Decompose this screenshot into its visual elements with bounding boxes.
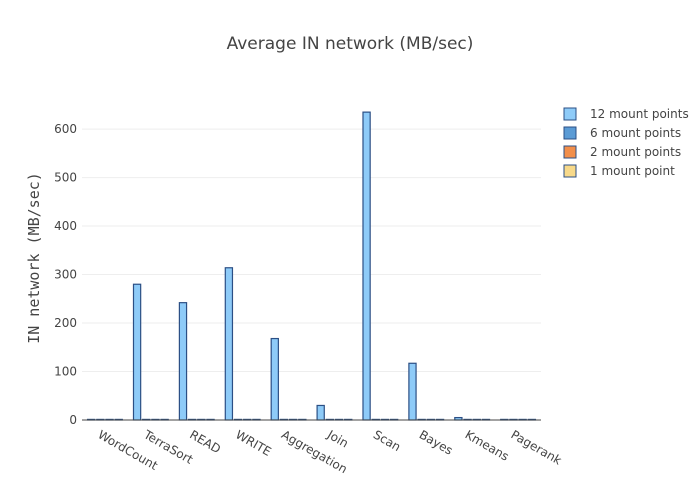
bar-aggregation-series-0 [270, 337, 279, 421]
x-tick-label: WRITE [233, 427, 273, 458]
legend-label: 1 mount point [590, 164, 675, 178]
x-tick-label: Bayes [417, 427, 455, 457]
legend-item[interactable]: 6 mount points [563, 126, 681, 140]
y-axis-label: IN network (MB/sec) [25, 172, 43, 344]
bar-join-series-0 [316, 404, 325, 421]
legend-item[interactable]: 2 mount points [563, 145, 681, 159]
y-tick-label: 400 [54, 219, 77, 233]
legend-swatch [563, 126, 577, 140]
bar-write-series-0 [224, 267, 234, 421]
bar-bayes-series-0 [408, 362, 417, 421]
legend-swatch [563, 145, 577, 159]
chart-title: Average IN network (MB/sec) [227, 34, 474, 54]
legend-label: 2 mount points [590, 145, 681, 159]
x-tick-label: Join [324, 427, 351, 451]
y-tick-label: 300 [54, 268, 77, 282]
bar-scan-series-0 [362, 111, 371, 421]
x-tick-label: Kmeans [463, 427, 512, 463]
y-ticks: 0 100 200 300 400 500 600 [54, 122, 77, 427]
y-tick-label: 600 [54, 122, 77, 136]
legend-swatch [563, 164, 577, 178]
legend[interactable]: 12 mount points 6 mount points 2 mount poi… [563, 107, 689, 178]
y-tick-label: 0 [69, 413, 77, 427]
y-tick-label: 500 [54, 171, 77, 185]
legend-item[interactable]: 1 mount point [563, 164, 675, 178]
legend-swatch [563, 107, 577, 121]
y-tick-label: 200 [54, 316, 77, 330]
x-tick-label: Pagerank [509, 427, 564, 467]
legend-item[interactable]: 12 mount points [563, 107, 689, 121]
bar-terrasort-series-0 [132, 283, 142, 421]
x-tick-label: Scan [371, 427, 403, 454]
bar-read-series-0 [178, 302, 188, 421]
grid-lines [82, 128, 541, 373]
legend-label: 6 mount points [590, 126, 681, 140]
legend-label: 12 mount points [590, 107, 689, 121]
y-tick-label: 100 [54, 365, 77, 379]
bars [82, 111, 541, 421]
